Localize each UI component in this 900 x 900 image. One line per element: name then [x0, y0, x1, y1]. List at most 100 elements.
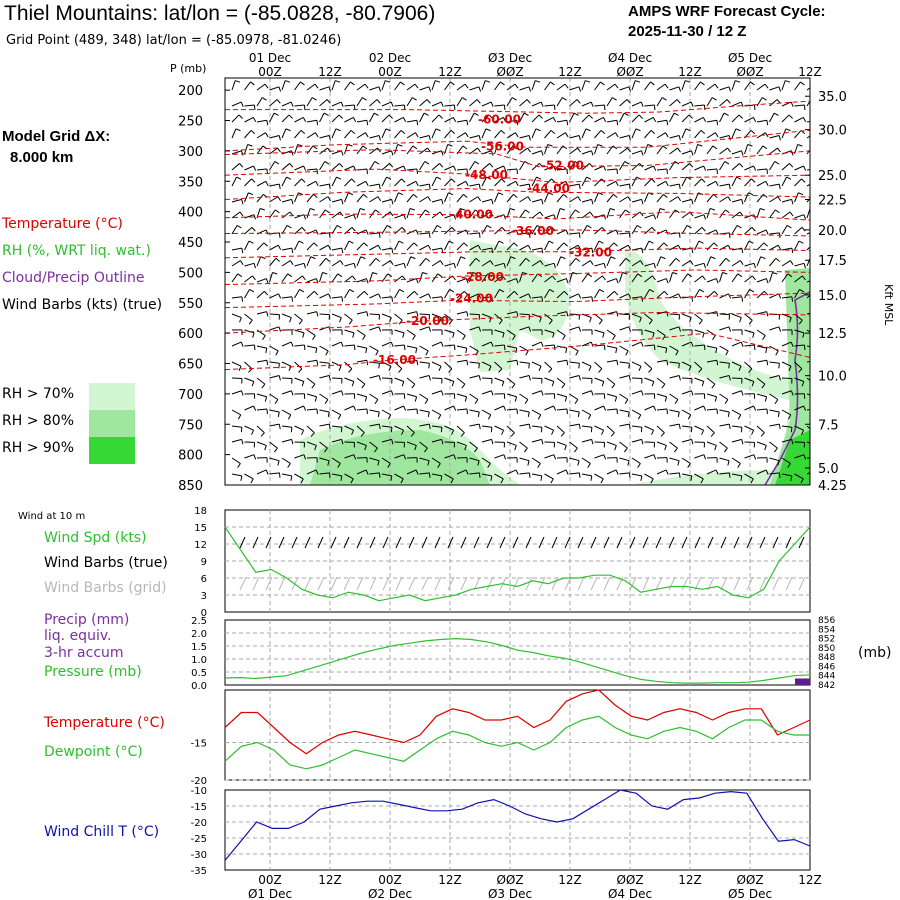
wind-barb [769, 147, 778, 155]
wind-barb-flag [259, 208, 265, 211]
wind-barb-flag [687, 273, 693, 278]
wind-barb-flag [590, 101, 594, 107]
wind-barb [631, 313, 642, 319]
wind-barb-flag [766, 360, 769, 366]
wind-barb-flag [365, 181, 369, 186]
wind-barb-flag [564, 290, 569, 296]
wind-barb [469, 257, 477, 267]
wind-barb [719, 326, 730, 331]
wind-barb-flag [611, 383, 616, 389]
wind-barb-flag [253, 405, 257, 411]
wind-barb-flag [248, 240, 254, 244]
wind-barb [256, 278, 267, 283]
wind-barb [544, 361, 553, 370]
wind-barb [644, 329, 655, 334]
wind-barb-flag [751, 429, 755, 435]
wind-barb-flag [740, 475, 743, 481]
wind-barb [506, 469, 517, 475]
wind-barb-flag [501, 429, 505, 435]
wind-barb-flag [778, 184, 781, 190]
wind-barb-flag [765, 132, 769, 138]
wind-barb-flag [714, 290, 719, 296]
wind-barb [744, 275, 753, 283]
wind-barb [669, 409, 680, 413]
wind-barb [469, 375, 480, 379]
wind-barb [744, 454, 755, 459]
wind-barb-flag [778, 363, 780, 369]
grid-wind-barb [369, 576, 377, 591]
wind-barb-flag [274, 161, 280, 165]
wind-barb [781, 409, 791, 416]
wind-barb-flag [378, 293, 382, 299]
wind-barb [244, 192, 249, 203]
wind-barb-flag [703, 454, 707, 460]
wind-barb [544, 289, 551, 299]
wind-barb [319, 345, 329, 352]
wind-barb [756, 359, 767, 363]
wind-barb-flag [739, 163, 744, 168]
grid-wind-barb [343, 576, 351, 591]
wind-barb [519, 232, 530, 235]
grid-wind-barb [460, 576, 468, 591]
wind-barb-flag [773, 447, 778, 453]
wind-barb-flag [503, 454, 507, 460]
wind-barb [756, 119, 767, 123]
wind-barb-flag [278, 472, 281, 478]
wind-barb-flag [725, 350, 729, 356]
wind-barb-flag [725, 209, 730, 214]
wind-barb-flag [499, 288, 505, 293]
wind-barb-flag [265, 229, 269, 235]
wind-barb [569, 326, 580, 331]
wind-barb-flag [512, 97, 517, 101]
wind-barb [294, 144, 299, 155]
wind-barb [719, 99, 728, 107]
wind-barb-flag [566, 311, 569, 317]
wind-barb-flag [653, 405, 657, 411]
top-date-label: 01 Dec [249, 51, 291, 65]
wind-barb [306, 408, 317, 411]
wind-barb-flag [476, 99, 481, 104]
wind-barb [431, 198, 442, 203]
wind-barb-flag [763, 242, 768, 247]
isotherm-line [225, 149, 810, 168]
wind-barb-flag [437, 414, 442, 420]
wind-barb [681, 114, 690, 123]
wind-barb [556, 119, 567, 123]
wind-barb [806, 257, 810, 267]
wind-barb [319, 272, 323, 283]
wind-barb-flag [464, 396, 468, 402]
wind-barb-flag [450, 130, 456, 135]
wind-barb-flag [413, 242, 418, 247]
true-wind-barb [694, 536, 701, 549]
wind-barb [531, 438, 542, 443]
wind-barb [231, 101, 242, 107]
wind-barb [594, 473, 604, 480]
wind-barb [744, 262, 755, 267]
wind-barb [794, 226, 803, 235]
wind-barb-flag [761, 383, 766, 389]
wind-barb-flag [263, 242, 268, 247]
wind-barb-flag [362, 145, 368, 150]
wind-barb-flag [765, 469, 769, 475]
pressure-mb-tick: 852 [818, 635, 835, 645]
wind-barb [381, 296, 392, 299]
wind-barb [356, 393, 367, 398]
wind-barb-flag [522, 271, 528, 275]
wind-barb [244, 344, 255, 347]
wind-barb-flag [272, 271, 278, 275]
wind-barb-flag [501, 178, 506, 183]
wind-barb-flag [616, 120, 619, 126]
wind-barb [231, 409, 241, 416]
true-wind-barb [447, 536, 454, 549]
wind-barb [631, 341, 642, 347]
wind-barb-flag [790, 341, 794, 347]
isotherm-label: -16.00 [373, 353, 416, 367]
wind-barb-flag [513, 242, 518, 247]
wind-barb [406, 242, 415, 251]
wind-barb [306, 441, 317, 446]
wind-barb-flag [752, 332, 755, 338]
wind-barb [506, 168, 517, 171]
wind-barb [494, 405, 504, 411]
wind-barb [531, 128, 537, 139]
wind-barb [281, 457, 291, 464]
